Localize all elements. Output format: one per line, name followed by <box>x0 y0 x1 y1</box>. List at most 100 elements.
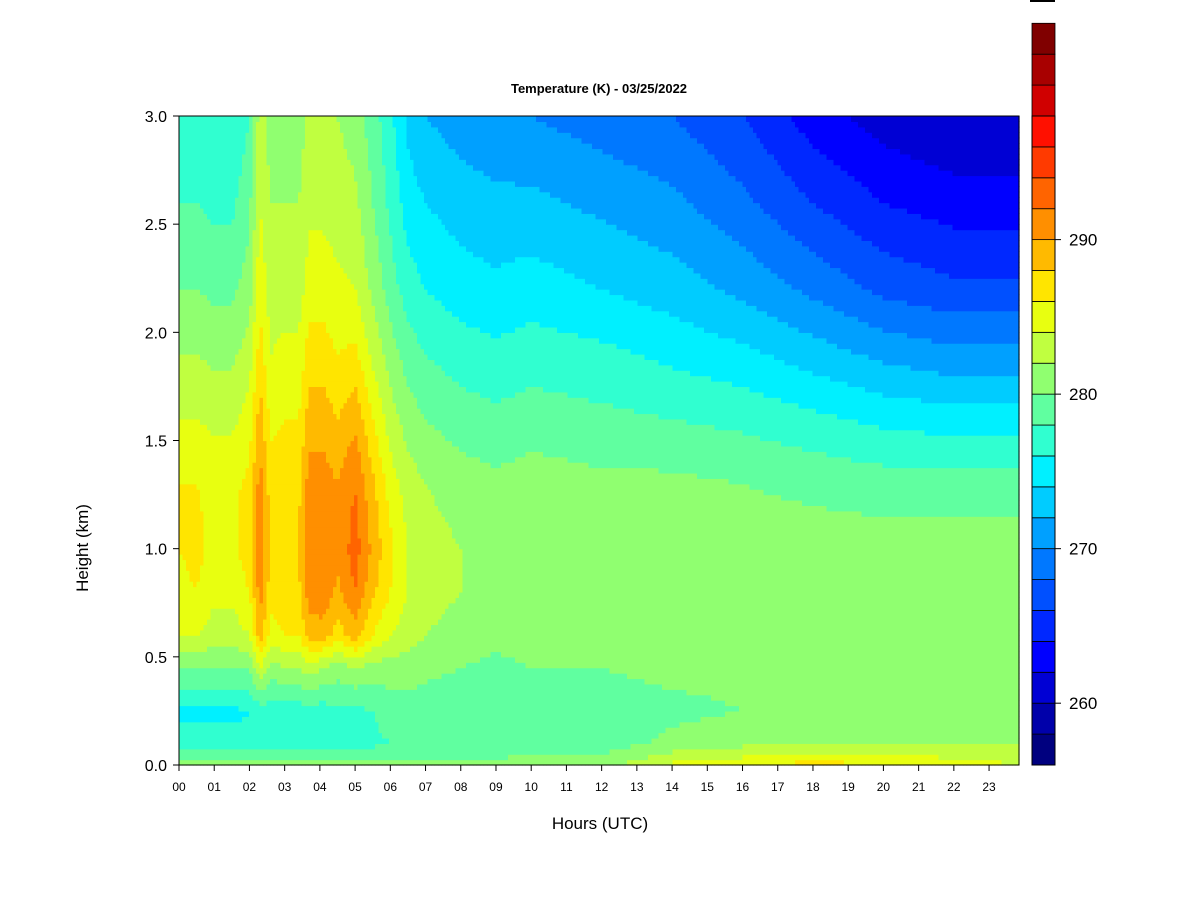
heatmap-cell <box>301 370 306 377</box>
heatmap-cell <box>238 554 243 561</box>
heatmap-cell <box>291 532 296 539</box>
heatmap-cell <box>301 251 306 258</box>
heatmap-cell <box>210 251 215 258</box>
heatmap-cell <box>182 413 187 420</box>
heatmap-cell <box>270 743 275 750</box>
heatmap-cell <box>203 483 208 490</box>
heatmap-cell <box>196 456 201 463</box>
heatmap-cell <box>291 305 296 312</box>
heatmap-cell <box>196 759 201 766</box>
heatmap-cell <box>182 667 187 674</box>
heatmap-cell <box>280 397 285 404</box>
heatmap-cell <box>196 543 201 550</box>
heatmap-cell <box>228 624 233 631</box>
heatmap-cell <box>270 716 275 723</box>
heatmap-cell <box>277 754 282 761</box>
heatmap-cell <box>312 213 317 220</box>
heatmap-cell <box>263 635 268 642</box>
heatmap-cell <box>249 186 254 193</box>
heatmap-cell <box>182 202 187 209</box>
heatmap-cell <box>189 353 194 360</box>
heatmap-cell <box>319 689 324 696</box>
heatmap-cell <box>287 175 292 182</box>
heatmap-cell <box>277 283 282 290</box>
heatmap-cell <box>186 180 191 187</box>
heatmap-cell <box>249 397 254 404</box>
heatmap-cell <box>277 137 282 144</box>
heatmap-cell <box>214 278 219 285</box>
heatmap-cell <box>270 229 275 236</box>
heatmap-cell <box>249 451 254 458</box>
heatmap-cell <box>196 689 201 696</box>
heatmap-cell <box>186 462 191 469</box>
heatmap-cell <box>214 175 219 182</box>
heatmap-cell <box>259 608 264 615</box>
heatmap-cell <box>221 299 226 306</box>
heatmap-cell <box>284 716 289 723</box>
heatmap-cell <box>298 283 303 290</box>
heatmap-cell <box>263 445 268 452</box>
heatmap-cell <box>301 267 306 274</box>
heatmap-cell <box>301 402 306 409</box>
heatmap-cell <box>210 310 215 317</box>
heatmap-cell <box>319 326 324 333</box>
heatmap-cell <box>319 732 324 739</box>
heatmap-cell <box>273 586 278 593</box>
heatmap-cell <box>273 575 278 582</box>
heatmap-cell <box>228 370 233 377</box>
heatmap-cell <box>315 662 320 669</box>
heatmap-cell <box>277 148 282 155</box>
heatmap-cell <box>270 267 275 274</box>
heatmap-cell <box>263 554 268 561</box>
heatmap-cell <box>245 472 250 479</box>
heatmap-cell <box>207 564 212 571</box>
heatmap-cell <box>280 402 285 409</box>
heatmap-cell <box>182 624 187 631</box>
heatmap-cell <box>277 256 282 263</box>
heatmap-cell <box>179 629 184 636</box>
heatmap-cell <box>193 759 198 766</box>
heatmap-cell <box>228 554 233 561</box>
heatmap-cell <box>259 408 264 415</box>
heatmap-cell <box>207 267 212 274</box>
heatmap-cell <box>193 667 198 674</box>
heatmap-cell <box>186 651 191 658</box>
heatmap-cell <box>287 678 292 685</box>
heatmap-cell <box>186 424 191 431</box>
heatmap-cell <box>228 683 233 690</box>
heatmap-cell <box>249 462 254 469</box>
heatmap-cell <box>217 245 222 252</box>
heatmap-cell <box>305 294 310 301</box>
heatmap-cell <box>224 456 229 463</box>
heatmap-cell <box>231 505 236 512</box>
heatmap-cell <box>235 294 240 301</box>
heatmap-cell <box>182 483 187 490</box>
heatmap-cell <box>305 591 310 598</box>
heatmap-cell <box>301 640 306 647</box>
heatmap-cell <box>298 667 303 674</box>
heatmap-cell <box>224 418 229 425</box>
heatmap-cell <box>259 710 264 717</box>
heatmap-cell <box>210 548 215 555</box>
heatmap-cell <box>280 310 285 317</box>
heatmap-cell <box>231 164 236 171</box>
heatmap-cell <box>259 624 264 631</box>
heatmap-cell <box>203 748 208 755</box>
heatmap-cell <box>224 332 229 339</box>
heatmap-cell <box>182 343 187 350</box>
heatmap-cell <box>256 289 261 296</box>
heatmap-cell <box>224 429 229 436</box>
heatmap-cell <box>224 251 229 258</box>
heatmap-cell <box>210 737 215 744</box>
heatmap-cell <box>245 224 250 231</box>
heatmap-cell <box>193 489 198 496</box>
heatmap-cell <box>238 229 243 236</box>
heatmap-cell <box>263 667 268 674</box>
heatmap-cell <box>308 224 313 231</box>
heatmap-cell <box>280 294 285 301</box>
heatmap-cell <box>193 381 198 388</box>
heatmap-cell <box>193 586 198 593</box>
heatmap-cell <box>308 229 313 236</box>
heatmap-cell <box>203 143 208 150</box>
heatmap-cell <box>231 489 236 496</box>
